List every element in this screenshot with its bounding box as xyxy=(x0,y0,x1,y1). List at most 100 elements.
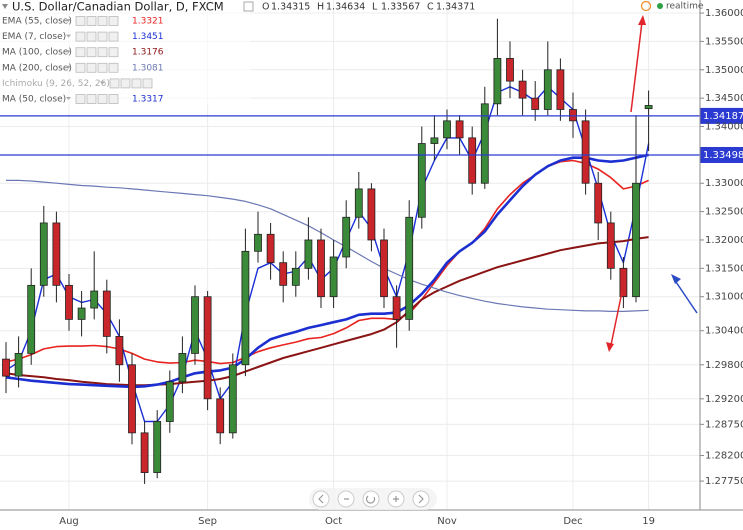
candle-body xyxy=(556,69,565,110)
ohlc-key: H xyxy=(317,2,324,13)
x-tick-label: Sep xyxy=(198,516,217,527)
candle-body xyxy=(317,239,325,298)
ohlc-key: C xyxy=(427,2,434,13)
candle-body xyxy=(569,109,577,122)
y-tick-label: 1.33000 xyxy=(705,178,743,189)
candle-body xyxy=(14,353,23,377)
legend-icon[interactable] xyxy=(97,94,108,104)
ohlc-value: 1.33567 xyxy=(381,2,420,13)
y-tick-label: 1.34000 xyxy=(705,122,743,133)
candle-body xyxy=(27,284,36,354)
arrow-head xyxy=(671,274,681,284)
candle-body xyxy=(165,381,174,422)
candle-body xyxy=(632,182,640,298)
candle-body xyxy=(39,222,48,286)
candle-body xyxy=(228,364,237,434)
y-tick-label: 1.32500 xyxy=(705,207,743,218)
indicator-line xyxy=(5,236,649,387)
candle-body xyxy=(291,267,300,286)
legend-icon[interactable] xyxy=(75,31,86,42)
candle-body xyxy=(543,69,552,110)
candle-body xyxy=(417,143,426,218)
candle-body xyxy=(354,188,363,218)
legend-caret xyxy=(100,81,105,85)
legend-icon[interactable] xyxy=(75,16,86,26)
candle-body xyxy=(644,105,653,110)
legend-caret xyxy=(66,19,71,22)
legend-icon[interactable] xyxy=(75,62,86,73)
legend-caret xyxy=(66,50,71,54)
x-tick-label: Dec xyxy=(563,516,582,527)
candle-body xyxy=(531,97,540,110)
indicator-line xyxy=(5,153,649,389)
legend-entry: MA (50, close) xyxy=(2,95,66,105)
arrow-head xyxy=(606,342,614,352)
candle-body xyxy=(2,358,10,377)
legend-icon[interactable] xyxy=(108,94,119,104)
ohlc-key: O xyxy=(262,2,269,13)
legend-icon[interactable] xyxy=(86,16,97,26)
legend-icon[interactable] xyxy=(86,62,97,73)
y-tick-label: 1.35000 xyxy=(705,65,743,76)
y-tick-label: 1.36000 xyxy=(705,8,743,19)
indicator-lines xyxy=(5,86,650,423)
candle-body xyxy=(153,421,162,473)
ohlc-key: L xyxy=(372,2,378,13)
candle-body xyxy=(203,296,212,400)
price-label: 1.33498 xyxy=(703,150,743,161)
candle-body xyxy=(140,432,149,473)
legend-icon[interactable] xyxy=(142,78,153,89)
y-tick-label: 1.31500 xyxy=(705,263,743,274)
legend-caret xyxy=(66,34,71,38)
legend-entry: EMA (55, close) xyxy=(2,17,72,27)
candle-body xyxy=(241,250,250,366)
candle-body xyxy=(254,233,262,252)
y-tick-label: 1.27750 xyxy=(705,476,743,487)
ohlc-value: 1.34634 xyxy=(326,2,365,13)
legend-icon[interactable] xyxy=(86,47,97,58)
candle-body xyxy=(178,353,187,383)
candle-body xyxy=(606,222,615,269)
legend-entry: MA (100, close) xyxy=(2,48,72,58)
candle-body xyxy=(128,364,136,434)
overlay: 1.34187 1.33498 xyxy=(0,107,743,163)
ohlc-value: 1.34315 xyxy=(271,2,310,13)
candle-body xyxy=(506,58,514,82)
candle-body xyxy=(279,262,288,286)
nav-right[interactable] xyxy=(412,490,430,508)
title-icon xyxy=(243,1,254,12)
legend-caret xyxy=(66,97,71,100)
legend-icon[interactable] xyxy=(97,62,108,73)
ohlc-value: 1.34371 xyxy=(436,2,475,13)
legend-icon[interactable] xyxy=(75,94,86,104)
legend-icon[interactable] xyxy=(97,47,108,58)
legend-icon[interactable] xyxy=(108,16,119,26)
candle-body xyxy=(367,188,376,241)
nav-reset[interactable] xyxy=(362,490,380,508)
candle-body xyxy=(102,290,111,337)
legend-icon[interactable] xyxy=(120,78,131,89)
price-label: 1.34187 xyxy=(703,111,743,122)
legend-icon[interactable] xyxy=(97,31,108,42)
candle-body xyxy=(493,58,502,105)
legend-icon[interactable] xyxy=(109,78,120,89)
candle-body xyxy=(518,80,527,99)
legend-icon[interactable] xyxy=(108,31,119,42)
legend-entry: EMA (7, close) xyxy=(2,32,66,42)
legend-icon[interactable] xyxy=(108,47,119,58)
candle-body xyxy=(52,222,61,286)
realtime-label: realtime xyxy=(666,2,704,12)
candle-body xyxy=(480,103,489,184)
candle-body xyxy=(191,296,199,354)
legend-icon[interactable] xyxy=(108,62,119,73)
legend-icon[interactable] xyxy=(86,94,97,104)
nav-left[interactable] xyxy=(312,490,330,508)
legend-icon[interactable] xyxy=(86,31,97,42)
legend-icon[interactable] xyxy=(97,16,108,26)
legend-caret xyxy=(2,4,8,9)
legend-icon[interactable] xyxy=(75,47,86,58)
y-tick-label: 1.34500 xyxy=(705,93,743,104)
legend-icon[interactable] xyxy=(131,78,142,89)
candle-body xyxy=(304,239,313,269)
candles xyxy=(2,18,653,484)
